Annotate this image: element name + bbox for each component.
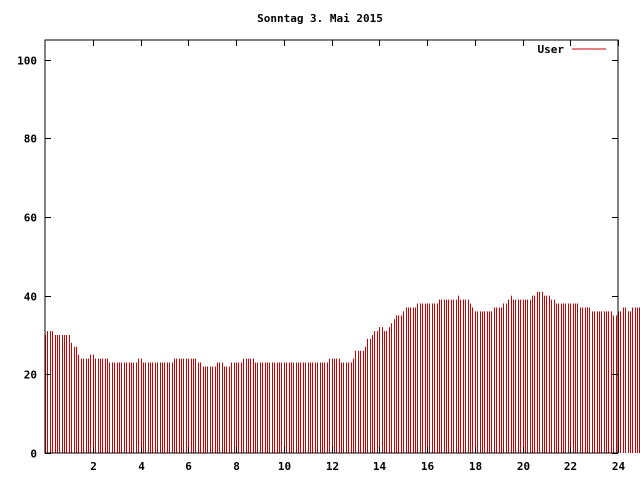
x-tick-label: 10 [278, 460, 291, 473]
x-tick-label: 2 [90, 460, 97, 473]
chart-title: Sonntag 3. Mai 2015 [257, 12, 383, 25]
x-tick-label: 4 [138, 460, 145, 473]
x-tick-label: 22 [564, 460, 577, 473]
x-tick-label: 20 [517, 460, 530, 473]
y-tick-label: 40 [24, 291, 37, 304]
x-tick-label: 16 [421, 460, 435, 473]
x-tick-label: 8 [233, 460, 240, 473]
x-tick-label: 24 [612, 460, 626, 473]
y-axis: 0 20 40 60 80 100 [17, 55, 618, 461]
x-axis: 2 4 6 8 10 12 14 16 18 20 22 24 [90, 40, 625, 473]
x-tick-label: 14 [373, 460, 387, 473]
y-tick-label: 100 [17, 55, 37, 68]
y-tick-label: 20 [24, 369, 37, 382]
y-tick-label: 0 [30, 448, 37, 461]
plot-frame [44, 39, 619, 454]
legend-label-user: User [538, 43, 565, 56]
y-tick-label: 80 [24, 133, 37, 146]
legend: User [538, 43, 606, 56]
x-tick-label: 12 [326, 460, 339, 473]
y-tick-label: 60 [24, 212, 37, 225]
x-tick-label: 6 [185, 460, 192, 473]
x-tick-label: 18 [469, 460, 482, 473]
bar-series-user [45, 291, 640, 453]
